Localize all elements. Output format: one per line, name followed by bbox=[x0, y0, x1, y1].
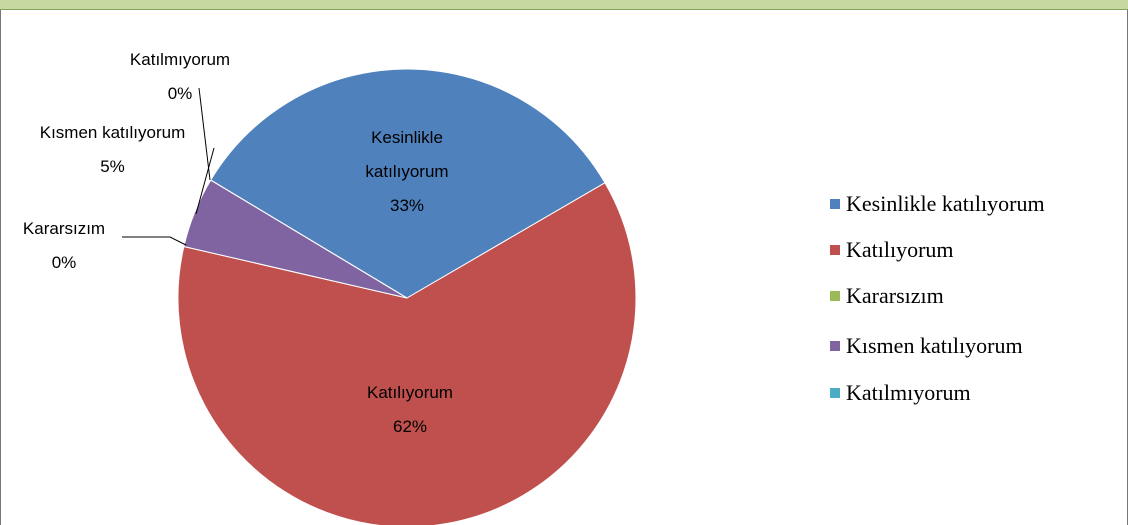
legend-item: Kararsızım bbox=[830, 283, 944, 309]
leader-line bbox=[198, 87, 211, 181]
data-label-name: Kararsızım bbox=[22, 219, 106, 238]
legend-item: Katılmıyorum bbox=[830, 380, 971, 406]
legend-item: Katılıyorum bbox=[830, 237, 954, 263]
data-label-value: 0% bbox=[51, 253, 77, 272]
legend-label: Kısmen katılıyorum bbox=[846, 333, 1023, 358]
legend-swatch bbox=[830, 199, 840, 209]
legend-label: Kesinlikle katılıyorum bbox=[846, 191, 1045, 216]
leader-line bbox=[122, 236, 187, 246]
legend-item: Kısmen katılıyorum bbox=[830, 333, 1023, 359]
data-label-name: Katılmıyorum bbox=[129, 50, 231, 69]
data-label: Kesinlikle katılıyorum 33% bbox=[337, 121, 477, 223]
legend-item: Kesinlikle katılıyorum bbox=[830, 191, 1045, 217]
pie-slice bbox=[210, 179, 408, 299]
data-label: Kısmen katılıyorum 5% bbox=[0, 116, 225, 184]
data-label: Katılmıyorum 0% bbox=[100, 43, 260, 111]
data-label: Kararsızım 0% bbox=[0, 212, 128, 280]
data-label-name: Katılıyorum bbox=[367, 383, 453, 402]
pie-slice bbox=[210, 68, 606, 299]
data-label: Katılıyorum 62% bbox=[330, 376, 490, 444]
data-label-name: Kısmen katılıyorum bbox=[39, 123, 186, 142]
legend-swatch bbox=[830, 341, 840, 351]
legend-label: Kararsızım bbox=[846, 283, 944, 308]
legend-swatch bbox=[830, 388, 840, 398]
data-label-value: 0% bbox=[167, 84, 193, 103]
leader-line bbox=[195, 147, 215, 215]
data-label-value: 5% bbox=[100, 157, 125, 176]
data-label-name: Kesinlikle katılıyorum bbox=[365, 128, 449, 181]
data-label-value: 33% bbox=[389, 196, 425, 215]
legend-label: Katılıyorum bbox=[846, 237, 954, 262]
pie-slice bbox=[177, 182, 637, 525]
top-bar bbox=[0, 0, 1128, 10]
legend-swatch bbox=[830, 291, 840, 301]
legend-label: Katılmıyorum bbox=[846, 380, 971, 405]
data-label-value: 62% bbox=[392, 417, 428, 436]
legend-swatch bbox=[830, 245, 840, 255]
